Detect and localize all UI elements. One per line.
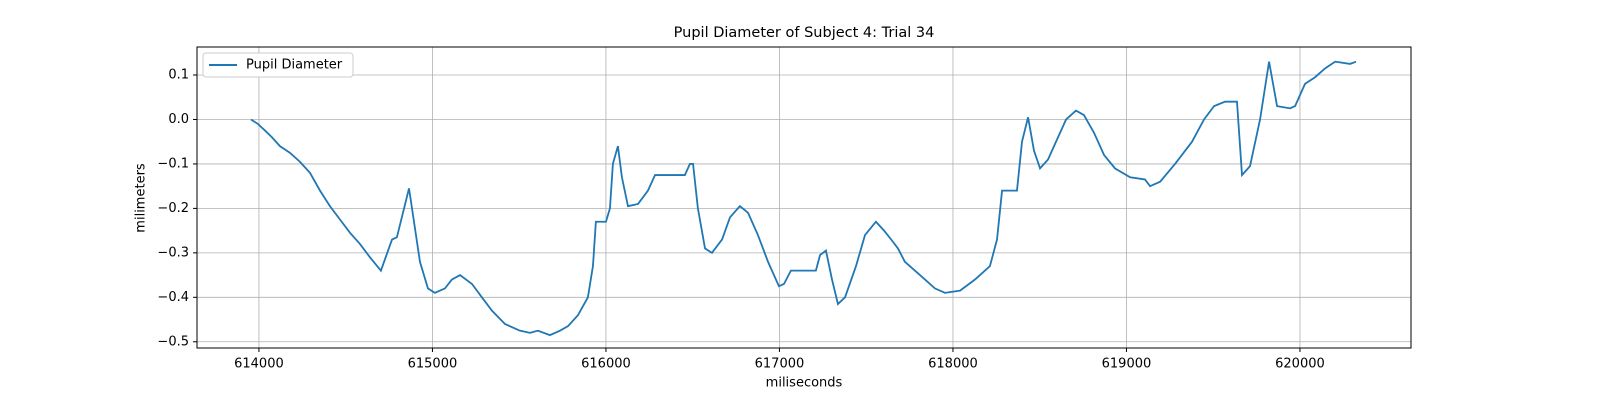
chart-title: Pupil Diameter of Subject 4: Trial 34	[674, 25, 935, 41]
data-line	[250, 60, 1357, 337]
x-tick-label: 617000	[755, 357, 805, 372]
y-tick-label: −0.2	[157, 201, 189, 216]
y-tick-label: 0.0	[168, 112, 189, 127]
x-tick-label: 614000	[234, 357, 284, 372]
x-tick-label: 620000	[1275, 357, 1325, 372]
y-tick-label: −0.4	[157, 290, 189, 305]
legend-box	[202, 52, 354, 78]
y-tick-label: −0.3	[157, 245, 189, 260]
x-tick-label: 616000	[581, 357, 631, 372]
x-tick-label: 615000	[408, 357, 458, 372]
legend-label: Pupil Diameter	[246, 58, 343, 73]
x-tick-label: 619000	[1102, 357, 1152, 372]
y-axis-label: milimeters	[134, 163, 149, 233]
y-tick-label: 0.1	[168, 68, 189, 83]
x-tick-label: 618000	[928, 357, 978, 372]
x-axis-label: miliseconds	[766, 376, 843, 391]
y-tick-label: −0.1	[157, 156, 189, 171]
y-tick-label: −0.5	[157, 334, 189, 349]
plot-frame	[196, 46, 1412, 349]
